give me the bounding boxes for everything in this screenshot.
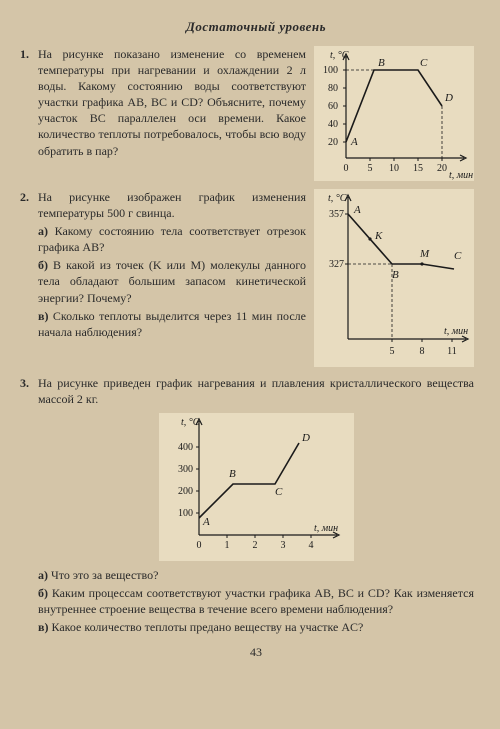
svg-text:A: A: [202, 516, 210, 528]
svg-text:357: 357: [329, 209, 344, 220]
svg-text:327: 327: [329, 259, 344, 270]
svg-text:B: B: [392, 269, 399, 281]
chart-3: 100 200 300 400 0 1 2 3 4 A B C D t, °C: [38, 413, 474, 561]
sub-a-label: а): [38, 568, 48, 582]
svg-text:t, °C: t, °C: [330, 50, 349, 61]
svg-text:t, мин: t, мин: [444, 326, 468, 337]
problem-intro: На рисунке приведен график нагревания и …: [38, 375, 474, 407]
sub-b-text: Каким процессам соответствуют участки гр…: [38, 586, 474, 616]
problem-text: На рисунке показано изменение со времене…: [38, 46, 306, 159]
page-number: 43: [38, 644, 474, 660]
svg-text:60: 60: [328, 101, 338, 112]
svg-text:C: C: [275, 486, 283, 498]
sub-b-label: б): [38, 258, 48, 272]
chart-1: 20 40 60 80 100 5 10 15 20 0: [314, 46, 474, 181]
svg-text:20: 20: [437, 163, 447, 174]
svg-text:B: B: [229, 468, 236, 480]
sub-a-text: Какому состоянию тела соответствует отре…: [38, 224, 306, 254]
svg-text:t, °C: t, °C: [181, 417, 200, 428]
svg-text:40: 40: [328, 119, 338, 130]
svg-text:5: 5: [390, 346, 395, 357]
problem-number: 2.: [20, 189, 29, 205]
problem-2: 2. На рисунке изображен график изменения…: [38, 189, 474, 367]
sub-b-text: В какой из точек (K или M) молекулы данн…: [38, 258, 306, 304]
svg-text:D: D: [444, 92, 453, 104]
svg-text:t, мин: t, мин: [314, 523, 338, 534]
svg-text:80: 80: [328, 83, 338, 94]
svg-text:2: 2: [252, 540, 257, 551]
svg-text:100: 100: [323, 65, 338, 76]
sub-c-text: Какое количество теплоты предано веществ…: [51, 620, 363, 634]
svg-text:3: 3: [280, 540, 285, 551]
svg-text:t, мин: t, мин: [449, 170, 473, 181]
svg-text:B: B: [378, 57, 385, 69]
svg-text:A: A: [353, 204, 361, 216]
svg-text:D: D: [301, 432, 310, 444]
problem-1: 1. На рисунке показано изменение со врем…: [38, 46, 474, 181]
problem-number: 3.: [20, 375, 29, 391]
sub-c-label: в): [38, 620, 48, 634]
sub-b-label: б): [38, 586, 48, 600]
svg-text:400: 400: [178, 442, 193, 453]
svg-text:C: C: [420, 57, 428, 69]
svg-text:200: 200: [178, 486, 193, 497]
svg-text:t, °C: t, °C: [328, 193, 347, 204]
problem-text-block: На рисунке изображен график изменения те…: [38, 189, 306, 341]
svg-text:15: 15: [413, 163, 423, 174]
section-header: Достаточный уровень: [38, 18, 474, 36]
svg-text:M: M: [419, 248, 430, 260]
svg-text:5: 5: [368, 163, 373, 174]
problem-intro: На рисунке изображен график изменения те…: [38, 190, 306, 220]
svg-text:100: 100: [178, 508, 193, 519]
svg-text:10: 10: [389, 163, 399, 174]
svg-text:11: 11: [447, 346, 457, 357]
svg-text:300: 300: [178, 464, 193, 475]
sub-c-text: Сколько теплоты выделится через 11 мин п…: [38, 309, 306, 339]
svg-text:0: 0: [196, 540, 201, 551]
problem-number: 1.: [20, 46, 29, 62]
problem-3: 3. На рисунке приведен график нагревания…: [38, 375, 474, 636]
svg-text:A: A: [350, 136, 358, 148]
svg-text:K: K: [374, 230, 383, 242]
chart-2: 357 327 5 8 11 A K: [314, 189, 474, 367]
svg-text:8: 8: [420, 346, 425, 357]
svg-text:20: 20: [328, 137, 338, 148]
svg-text:1: 1: [224, 540, 229, 551]
sub-a-label: а): [38, 224, 48, 238]
svg-text:0: 0: [344, 163, 349, 174]
sub-a-text: Что это за вещество?: [51, 568, 158, 582]
sub-c-label: в): [38, 309, 48, 323]
svg-text:4: 4: [308, 540, 313, 551]
svg-text:C: C: [454, 250, 462, 262]
